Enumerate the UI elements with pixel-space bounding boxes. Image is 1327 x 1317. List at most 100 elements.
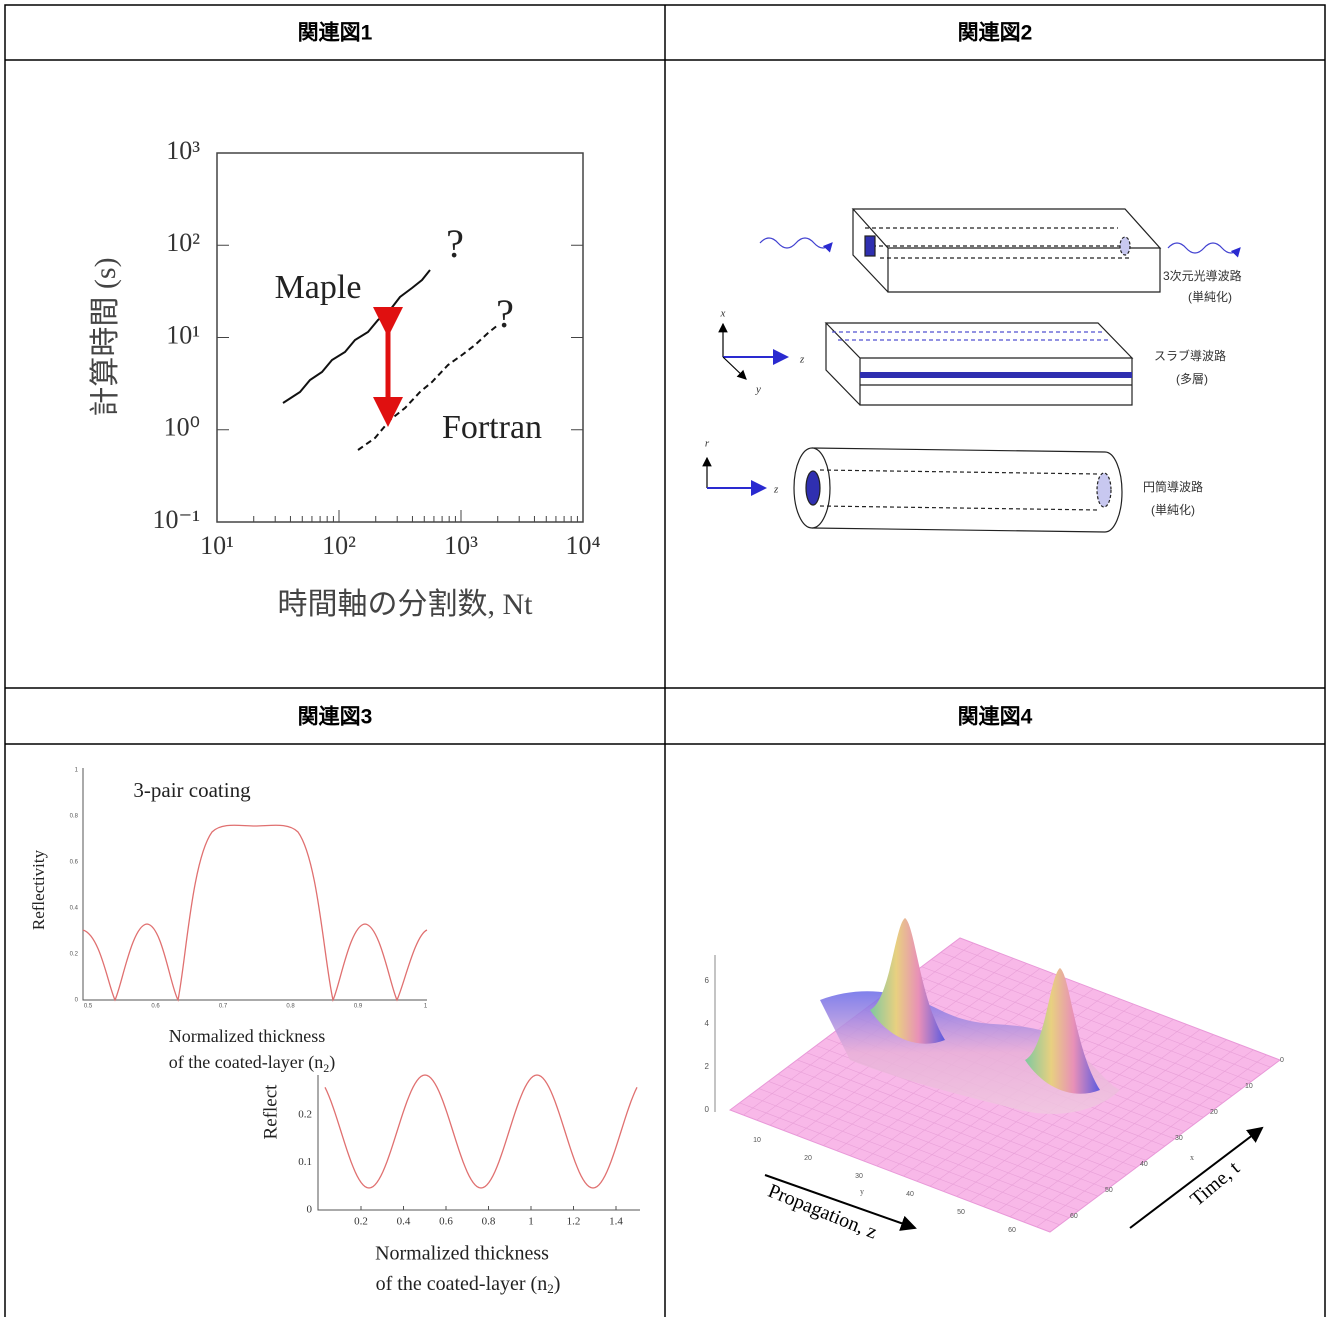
y-tick-label: 10³ bbox=[166, 136, 200, 165]
mesh-line bbox=[1023, 1049, 1254, 1223]
y-tick-label: 0 bbox=[307, 1204, 313, 1216]
reflectivity-curve bbox=[82, 824, 428, 1003]
label: 3次元光導波路 bbox=[1163, 268, 1242, 283]
cylinder-end bbox=[1104, 451, 1123, 533]
axis-letter: z bbox=[799, 354, 805, 366]
y-tick-label: 0.2 bbox=[70, 952, 79, 958]
y-tick-label: 0.4 bbox=[70, 906, 79, 912]
header: 関連図2 bbox=[958, 22, 1033, 45]
mesh-line bbox=[1009, 1044, 1241, 1217]
label: (多層) bbox=[1176, 372, 1208, 386]
y-tick-label: 0 bbox=[75, 998, 79, 1004]
tick-label: 40 bbox=[906, 1191, 914, 1198]
y-tick-label: 10⁰ bbox=[164, 413, 200, 442]
core bbox=[864, 235, 876, 257]
core-outline bbox=[865, 227, 1130, 259]
axis-letter: y bbox=[860, 1187, 864, 1196]
plot-frame bbox=[216, 152, 584, 523]
propagation-arrow bbox=[764, 1174, 917, 1231]
tick-label: 60 bbox=[1008, 1227, 1016, 1234]
y-tick-label: 1 bbox=[75, 768, 79, 774]
axis bbox=[722, 356, 747, 380]
x-axis-label: of the coated-layer (n2) bbox=[169, 1052, 335, 1075]
inset-curve bbox=[324, 1074, 638, 1189]
mesh-line bbox=[940, 952, 1261, 1075]
x-tick-label: 0.2 bbox=[354, 1216, 368, 1228]
axes bbox=[82, 768, 427, 1001]
x-tick-label: 0.8 bbox=[286, 1004, 295, 1010]
cylinder-core-end bbox=[805, 470, 821, 506]
header: 関連図3 bbox=[298, 706, 373, 729]
mesh-line bbox=[996, 1039, 1227, 1212]
y-tick-label: 10² bbox=[166, 228, 200, 257]
x-tick-label: 0.7 bbox=[219, 1004, 228, 1010]
mesh-line bbox=[950, 944, 1271, 1068]
output-wave bbox=[1167, 242, 1241, 258]
figure-4: Propagation, z Time, t y x bbox=[714, 918, 1282, 1244]
axis-letter: z bbox=[773, 484, 779, 496]
tick-label: 20 bbox=[1210, 1109, 1218, 1116]
inset-x-label: Normalized thickness bbox=[375, 1243, 549, 1265]
figure-2 bbox=[702, 208, 1241, 533]
x-tick-label: 10³ bbox=[444, 531, 478, 560]
x-axis-label: Normalized thickness bbox=[169, 1026, 325, 1046]
label: 円筒導波路 bbox=[1143, 479, 1203, 494]
tick-label: 0 bbox=[705, 1105, 710, 1114]
axis-letter: y bbox=[755, 384, 761, 396]
annotation: Fortran bbox=[442, 409, 542, 446]
tick-label: 6 bbox=[705, 976, 710, 985]
x-tick-label: 0.8 bbox=[482, 1216, 496, 1228]
x-axis-label: 時間軸の分割数, Nt bbox=[278, 588, 534, 621]
label: (単純化) bbox=[1151, 503, 1195, 517]
peak bbox=[1025, 968, 1100, 1094]
figure-3: 3-pair coating Reflectivity Normalized t… bbox=[29, 768, 640, 1296]
tick-label: 2 bbox=[705, 1062, 710, 1071]
core-exit bbox=[1119, 236, 1131, 256]
inset-axes bbox=[317, 1075, 640, 1211]
tick-label: 10 bbox=[1245, 1083, 1253, 1090]
cylinder-core-exit bbox=[1096, 472, 1112, 508]
x-tick-label: 1 bbox=[424, 1004, 428, 1010]
x-tick-label: 0.9 bbox=[354, 1004, 363, 1010]
mesh-line bbox=[931, 959, 1252, 1082]
x-tick-label: 0.6 bbox=[439, 1216, 453, 1228]
x-tick-label: 1.2 bbox=[567, 1216, 581, 1228]
tick-label: 30 bbox=[1175, 1135, 1183, 1142]
input-wave bbox=[759, 237, 833, 253]
tick-label: 30 bbox=[855, 1173, 863, 1180]
plot-title: 3-pair coating bbox=[133, 778, 251, 802]
inset-y-label: Reflect bbox=[260, 1084, 281, 1140]
x-tick-label: 10⁴ bbox=[565, 531, 600, 560]
x-tick-label: 1 bbox=[528, 1216, 534, 1228]
slab-core bbox=[860, 372, 1132, 378]
y-tick-label: 0.1 bbox=[298, 1156, 312, 1168]
slab-waveguide bbox=[824, 322, 1134, 406]
tick-label: 10 bbox=[753, 1137, 761, 1144]
y-tick-label: 10⁻¹ bbox=[152, 505, 200, 534]
x-tick-label: 10¹ bbox=[200, 531, 234, 560]
peak bbox=[870, 918, 945, 1044]
x-tick-label: 10² bbox=[322, 531, 356, 560]
tick-label: 4 bbox=[705, 1019, 710, 1028]
cylinder bbox=[811, 447, 1106, 533]
y-tick-label: 0.2 bbox=[298, 1109, 312, 1121]
tick-label: 50 bbox=[957, 1209, 965, 1216]
fortran-curve bbox=[357, 324, 499, 451]
y-tick-label: 0.6 bbox=[70, 860, 79, 866]
mesh-line bbox=[1036, 1054, 1267, 1228]
header: 関連図4 bbox=[958, 706, 1033, 729]
y-axis-label: Time, t bbox=[1186, 1157, 1244, 1211]
box-waveguide bbox=[851, 208, 1162, 293]
axis-letter: x bbox=[1190, 1153, 1194, 1162]
annotation: ? bbox=[496, 291, 514, 336]
y-axis-label: 計算時間 (s) bbox=[89, 257, 122, 416]
tick-label: 40 bbox=[1140, 1161, 1148, 1168]
annotation: Maple bbox=[275, 269, 362, 306]
header: 関連図1 bbox=[298, 22, 373, 45]
y-tick-label: 10¹ bbox=[166, 320, 200, 349]
x-tick-label: 1.4 bbox=[609, 1216, 623, 1228]
x-tick-label: 0.6 bbox=[151, 1004, 160, 1010]
tick-label: 60 bbox=[1070, 1213, 1078, 1220]
x-tick-label: 0.5 bbox=[84, 1004, 93, 1010]
